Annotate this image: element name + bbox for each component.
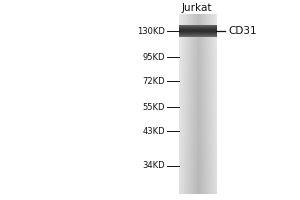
Text: 130KD: 130KD [137, 26, 165, 36]
Text: CD31: CD31 [228, 26, 256, 36]
Text: 95KD: 95KD [142, 52, 165, 62]
Text: 55KD: 55KD [142, 102, 165, 112]
Text: 43KD: 43KD [142, 127, 165, 136]
Text: 34KD: 34KD [142, 162, 165, 170]
Text: 72KD: 72KD [142, 76, 165, 86]
Text: Jurkat: Jurkat [181, 3, 212, 13]
